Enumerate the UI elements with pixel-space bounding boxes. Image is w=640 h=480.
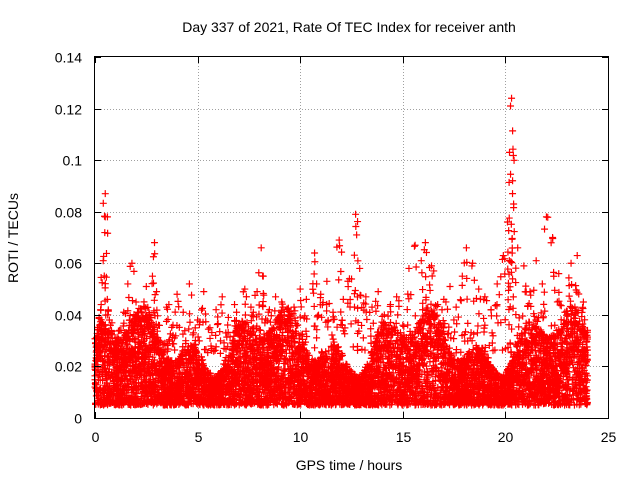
baseline-point xyxy=(390,345,398,353)
baseline-point xyxy=(159,354,167,362)
baseline-point xyxy=(577,388,585,396)
baseline-point xyxy=(325,347,333,355)
baseline-point xyxy=(430,316,438,324)
baseline-point xyxy=(163,355,171,363)
baseline-point xyxy=(564,376,572,384)
baseline-point xyxy=(387,318,395,326)
baseline-point xyxy=(262,358,270,366)
baseline-point xyxy=(430,385,438,393)
baseline-point xyxy=(434,354,442,362)
baseline-point xyxy=(386,401,394,409)
baseline-point xyxy=(429,349,437,357)
baseline-point xyxy=(428,339,436,347)
baseline-point xyxy=(527,356,535,364)
baseline-point xyxy=(126,367,134,375)
baseline-point xyxy=(528,391,536,399)
marks-layer xyxy=(91,94,591,409)
